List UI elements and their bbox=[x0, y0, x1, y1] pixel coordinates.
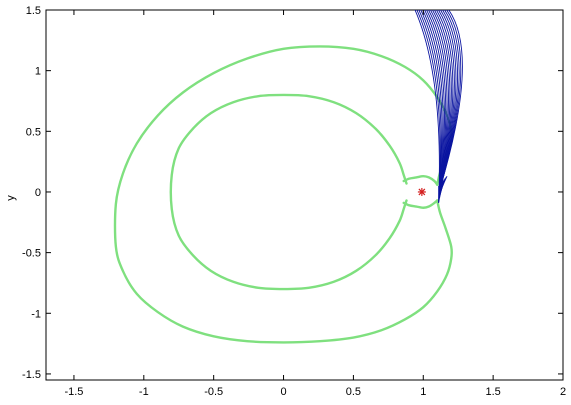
trajectory-line bbox=[433, 10, 452, 195]
x-tick-label: 1.5 bbox=[485, 386, 500, 398]
x-tick-label: -1 bbox=[139, 386, 149, 398]
trajectory-line bbox=[418, 10, 442, 202]
data-layer bbox=[113, 10, 463, 344]
x-tick-label: 2 bbox=[560, 386, 566, 398]
trajectory-line bbox=[414, 10, 440, 203]
trajectory-line bbox=[422, 10, 444, 200]
trajectory-line bbox=[439, 10, 463, 189]
y-tick-label: 1 bbox=[35, 66, 41, 78]
x-tick-label: 1 bbox=[420, 386, 426, 398]
trajectory-line bbox=[416, 10, 441, 203]
zero-velocity-curve-3 bbox=[402, 175, 439, 186]
trajectory-line bbox=[427, 10, 448, 197]
x-tick-label: -1.5 bbox=[64, 386, 83, 398]
trajectory-line bbox=[425, 10, 447, 198]
axes-layer: -1.5 -1 -0.5 0 0.5 1 1.5 2 -1.5 -1 -0.5 0 0.5 1 1.5 bbox=[22, 5, 566, 398]
plot-area bbox=[45, 9, 564, 381]
x-tick-label: -0.5 bbox=[204, 386, 223, 398]
x-tick-label: 0.5 bbox=[346, 386, 361, 398]
trajectory-line bbox=[420, 10, 443, 201]
y-tick-label: -1 bbox=[31, 308, 41, 320]
zero-velocity-curve-4 bbox=[402, 199, 439, 209]
trajectory-line bbox=[424, 10, 445, 199]
zero-velocity-curve-1 bbox=[113, 45, 454, 344]
trajectory-line bbox=[429, 10, 449, 197]
y-tick-label: -0.5 bbox=[22, 248, 41, 260]
y-tick-label: -1.5 bbox=[22, 369, 41, 381]
trajectory-line bbox=[431, 10, 451, 196]
marker-stroke bbox=[418, 188, 426, 196]
trajectory-start-segment bbox=[441, 176, 448, 189]
trajectory-line bbox=[435, 10, 454, 194]
zero-velocity-curve-2 bbox=[169, 93, 408, 291]
y-axis-label: y bbox=[5, 195, 17, 201]
y-tick-label: 0 bbox=[35, 187, 41, 199]
y-tick-label: 1.5 bbox=[26, 5, 41, 17]
y-tick-label: 0.5 bbox=[26, 126, 41, 138]
x-tick-label: 0 bbox=[280, 386, 286, 398]
primary-marker bbox=[417, 187, 426, 196]
